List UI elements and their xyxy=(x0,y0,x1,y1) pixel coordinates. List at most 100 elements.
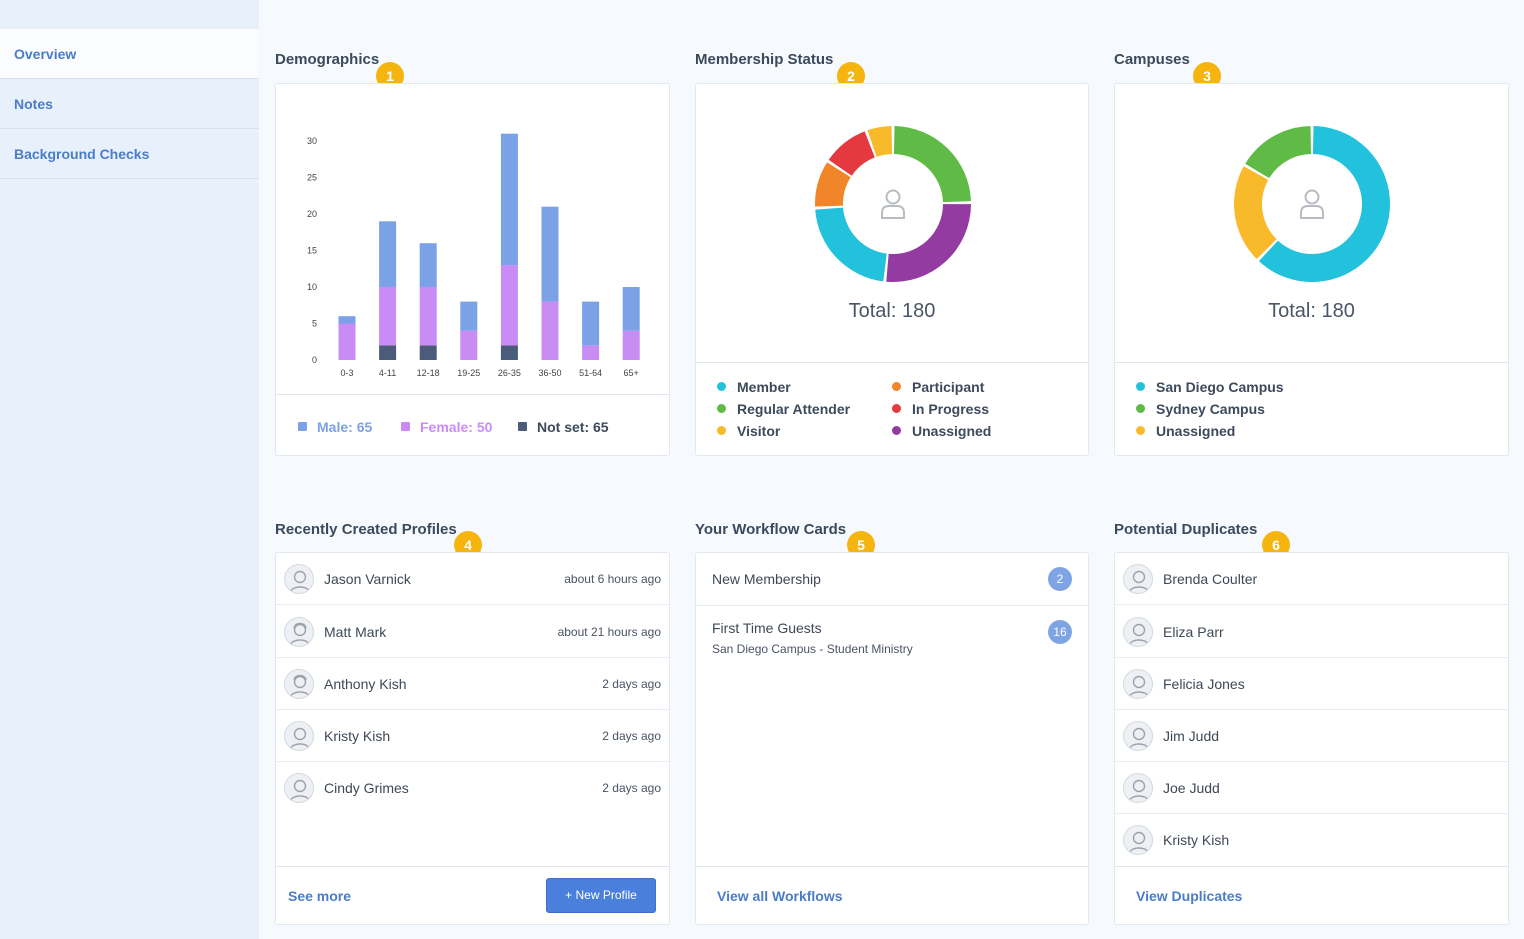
legend-campus-unassigned-label: Unassigned xyxy=(1156,423,1236,439)
workflow-card-title[interactable]: First Time Guests xyxy=(712,620,822,636)
workflow-count-badge: 16 xyxy=(1048,620,1072,644)
view-all-workflows-link[interactable]: View all Workflows xyxy=(717,888,843,904)
legend-dot xyxy=(717,404,726,413)
legend-member: Member xyxy=(717,379,791,395)
legend-in-progress: In Progress xyxy=(892,401,989,417)
profile-row[interactable]: Jason Varnick about 6 hours ago xyxy=(276,553,669,605)
legend-unassigned: Unassigned xyxy=(892,423,991,439)
profile-created-time: about 6 hours ago xyxy=(564,572,661,586)
profile-row[interactable]: Anthony Kish 2 days ago xyxy=(276,658,669,710)
legend-campus-unassigned: Unassigned xyxy=(1136,423,1235,439)
legend-dot xyxy=(1136,382,1145,391)
person-icon xyxy=(1300,205,1324,219)
legend-female-value: 50 xyxy=(476,419,493,435)
campuses-card: Total: 180 San Diego Campus Sydney Campu… xyxy=(1114,83,1509,456)
workflow-card-item[interactable]: New Membership 2 xyxy=(696,553,1088,606)
workflow-card-subtitle: San Diego Campus - Student Ministry xyxy=(712,642,913,656)
divider xyxy=(276,866,669,867)
donut-slice-sydney-campus xyxy=(1245,126,1312,179)
x-tick-label: 65+ xyxy=(624,368,639,378)
duplicate-row[interactable]: Jim Judd xyxy=(1115,710,1508,762)
profile-row[interactable]: Cindy Grimes 2 days ago xyxy=(276,762,669,814)
profile-created-time: 2 days ago xyxy=(602,781,661,795)
bar-male-12-18 xyxy=(419,243,437,287)
duplicate-name[interactable]: Eliza Parr xyxy=(1163,624,1224,640)
donut-slice-unassigned xyxy=(1234,166,1277,260)
legend-male-label: Male: xyxy=(317,419,353,435)
workflow-card-title[interactable]: New Membership xyxy=(712,571,821,587)
profile-name[interactable]: Anthony Kish xyxy=(324,676,407,692)
x-tick-label: 19-25 xyxy=(457,368,480,378)
legend-sydney: Sydney Campus xyxy=(1136,401,1265,417)
legend-not-set: Not set: 65 xyxy=(518,419,609,435)
duplicate-row[interactable]: Kristy Kish xyxy=(1115,814,1508,866)
legend-not-set-value: 65 xyxy=(593,419,609,435)
person-icon xyxy=(1304,189,1320,205)
potential-duplicates-title: Potential Duplicates xyxy=(1114,521,1258,538)
profile-name[interactable]: Kristy Kish xyxy=(324,728,391,744)
sidebar-item-background-checks[interactable]: Background Checks xyxy=(0,129,259,179)
legend-visitor-label: Visitor xyxy=(737,423,781,439)
x-tick-label: 0-3 xyxy=(340,368,353,378)
legend-dot xyxy=(717,426,726,435)
bar-not-set-12-18 xyxy=(419,345,437,360)
legend-san-diego-label: San Diego Campus xyxy=(1156,379,1284,395)
workflow-card-item[interactable]: First Time Guests San Diego Campus - Stu… xyxy=(696,606,1088,666)
membership-donut-chart xyxy=(815,126,971,282)
avatar xyxy=(1123,721,1153,751)
avatar xyxy=(1123,669,1153,699)
profile-name[interactable]: Cindy Grimes xyxy=(324,780,409,796)
bar-male-36-50 xyxy=(541,206,559,302)
avatar xyxy=(1123,825,1153,855)
duplicate-row[interactable]: Joe Judd xyxy=(1115,762,1508,814)
legend-swatch xyxy=(401,422,410,431)
see-more-link[interactable]: See more xyxy=(288,888,352,904)
sidebar-item-overview[interactable]: Overview xyxy=(0,29,259,79)
legend-swatch xyxy=(298,422,307,431)
bar-female-65+ xyxy=(622,330,640,360)
membership-total: Total: 180 xyxy=(848,300,936,322)
bar-male-4-11 xyxy=(379,221,397,287)
profile-row[interactable]: Kristy Kish 2 days ago xyxy=(276,710,669,762)
legend-visitor: Visitor xyxy=(717,423,780,439)
duplicate-name[interactable]: Brenda Coulter xyxy=(1163,571,1258,587)
workflow-cards-card: New Membership 2 First Time Guests San D… xyxy=(695,552,1089,925)
legend-dot xyxy=(892,426,901,435)
view-duplicates-link[interactable]: View Duplicates xyxy=(1136,888,1243,904)
bar-male-51-64 xyxy=(582,301,600,346)
donut-slice-unassigned xyxy=(886,204,971,282)
legend-swatch xyxy=(518,422,527,431)
duplicate-row[interactable]: Brenda Coulter xyxy=(1115,553,1508,605)
sidebar: Overview Notes Background Checks xyxy=(0,0,259,939)
person-icon xyxy=(881,205,905,219)
bar-male-26-35 xyxy=(500,133,518,266)
duplicate-name[interactable]: Joe Judd xyxy=(1163,780,1220,796)
divider xyxy=(1115,362,1508,363)
y-tick-label: 25 xyxy=(307,173,317,183)
divider xyxy=(276,394,669,395)
divider xyxy=(1115,866,1508,867)
recent-profiles-title: Recently Created Profiles xyxy=(275,521,457,538)
profile-name[interactable]: Jason Varnick xyxy=(324,571,411,587)
profile-name[interactable]: Matt Mark xyxy=(324,624,387,640)
workflow-cards-title: Your Workflow Cards xyxy=(695,521,847,538)
legend-sydney-label: Sydney Campus xyxy=(1156,401,1265,417)
demographics-title: Demographics xyxy=(275,51,380,68)
duplicate-name[interactable]: Kristy Kish xyxy=(1163,832,1230,848)
legend-unassigned-label: Unassigned xyxy=(912,423,992,439)
profile-created-time: 2 days ago xyxy=(602,729,661,743)
duplicate-row[interactable]: Eliza Parr xyxy=(1115,606,1508,658)
legend-participant-label: Participant xyxy=(912,379,985,395)
legend-dot xyxy=(1136,426,1145,435)
duplicate-name[interactable]: Jim Judd xyxy=(1163,728,1220,744)
profile-row[interactable]: Matt Mark about 21 hours ago xyxy=(276,606,669,658)
new-profile-button[interactable]: + New Profile xyxy=(546,878,656,913)
y-tick-label: 10 xyxy=(307,282,317,292)
avatar xyxy=(1123,617,1153,647)
sidebar-item-notes[interactable]: Notes xyxy=(0,79,259,129)
avatar xyxy=(284,617,314,647)
duplicate-name[interactable]: Felicia Jones xyxy=(1163,676,1245,692)
duplicate-row[interactable]: Felicia Jones xyxy=(1115,658,1508,710)
legend-female-label: Female: xyxy=(420,419,473,435)
x-tick-label: 4-11 xyxy=(379,368,396,378)
